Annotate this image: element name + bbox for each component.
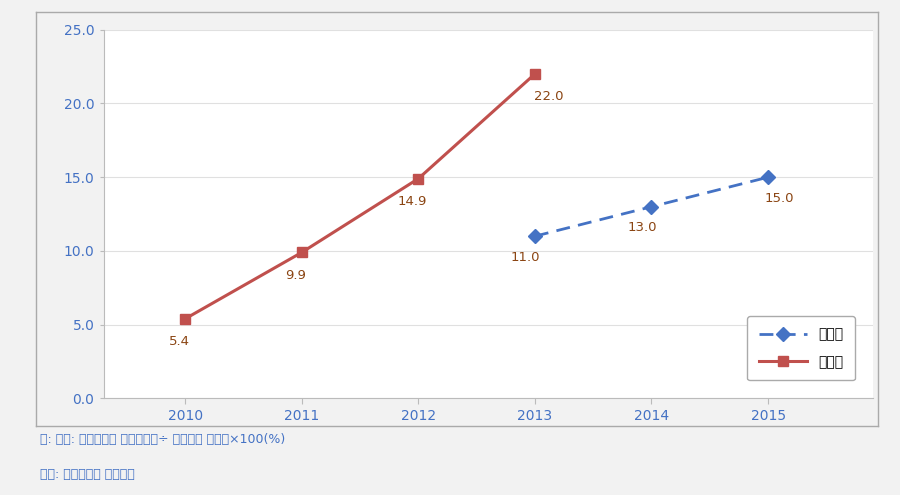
Text: 11.0: 11.0: [511, 251, 540, 264]
Text: 22.0: 22.0: [534, 90, 563, 103]
Text: 15.0: 15.0: [765, 192, 795, 205]
Text: 9.9: 9.9: [285, 269, 306, 282]
Legend: 목표치, 실측치: 목표치, 실측치: [747, 316, 854, 381]
Text: 자료: 보건복지부 내부자료: 자료: 보건복지부 내부자료: [40, 468, 135, 481]
Text: 13.0: 13.0: [627, 221, 657, 235]
Text: 주: 산식: 드림스타트 수혜아동수÷ 취약계층 아동수×100(%): 주: 산식: 드림스타트 수혜아동수÷ 취약계층 아동수×100(%): [40, 433, 286, 446]
Text: 14.9: 14.9: [398, 195, 428, 208]
Text: 5.4: 5.4: [169, 335, 190, 348]
